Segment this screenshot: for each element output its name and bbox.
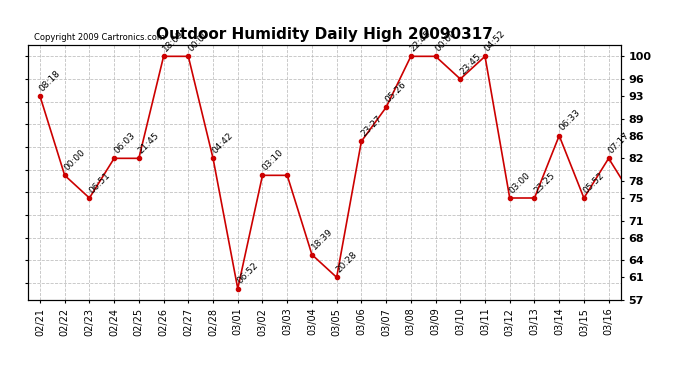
Text: 06:52: 06:52 <box>235 261 260 286</box>
Text: 04:42: 04:42 <box>211 131 235 156</box>
Text: 06:51: 06:51 <box>87 171 112 195</box>
Text: 00:00: 00:00 <box>63 148 87 172</box>
Text: 05:26: 05:26 <box>384 80 408 105</box>
Text: 00:00: 00:00 <box>186 29 210 54</box>
Text: 18:39: 18:39 <box>310 227 335 252</box>
Text: 21:45: 21:45 <box>137 131 161 156</box>
Text: 03:10: 03:10 <box>260 148 285 172</box>
Text: 07:31: 07:31 <box>0 374 1 375</box>
Text: 06:03: 06:03 <box>112 131 137 156</box>
Text: 22:45: 22:45 <box>408 29 433 54</box>
Text: 04:52: 04:52 <box>483 29 507 54</box>
Title: Outdoor Humidity Daily High 20090317: Outdoor Humidity Daily High 20090317 <box>156 27 493 42</box>
Text: 00:00: 00:00 <box>433 29 458 54</box>
Text: 23:25: 23:25 <box>532 171 557 195</box>
Text: 23:45: 23:45 <box>458 52 482 76</box>
Text: 18:09: 18:09 <box>161 29 186 54</box>
Text: 23:27: 23:27 <box>359 114 384 138</box>
Text: 08:18: 08:18 <box>38 69 62 93</box>
Text: Copyright 2009 Cartronics.com: Copyright 2009 Cartronics.com <box>34 33 164 42</box>
Text: 05:52: 05:52 <box>582 171 607 195</box>
Text: 07:17: 07:17 <box>607 131 631 156</box>
Text: 06:33: 06:33 <box>557 108 582 133</box>
Text: 20:28: 20:28 <box>335 250 359 274</box>
Text: 03:00: 03:00 <box>508 171 532 195</box>
